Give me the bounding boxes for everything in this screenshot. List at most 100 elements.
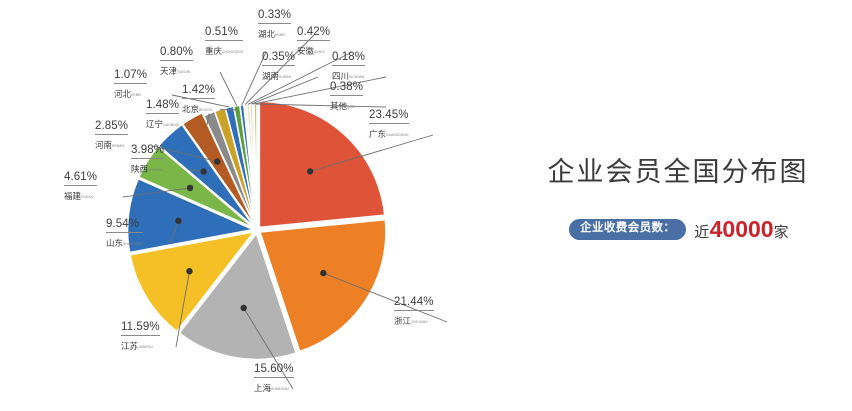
callout-name-row: 福建FUJIAN: [64, 184, 98, 204]
callout-percent: 0.33%: [258, 9, 292, 21]
callout-name-row: 上海SHANGHAI: [254, 376, 294, 396]
callout-name-row: 陕西SHAANXI: [131, 157, 165, 177]
callout-pinyin: SICHUAN: [349, 75, 365, 79]
callout-pinyin: TIANJIN: [177, 70, 191, 74]
callout-pinyin: HUBEI: [275, 33, 286, 37]
callout-pinyin: HUNAN: [279, 75, 292, 79]
callout-cn: 河北: [114, 89, 132, 99]
callout-name-row: 湖北HUBEI: [258, 22, 292, 42]
callout-cn: 其他: [330, 101, 348, 111]
callout-name-row: 天津TIANJIN: [160, 59, 194, 79]
callout-percent: 15.60%: [254, 363, 294, 375]
callout-name-row: 河南HENAN: [95, 133, 129, 153]
callout-cn: 北京: [182, 104, 200, 114]
callout-name-row: 辽宁LIAONING: [146, 112, 180, 132]
callout-pinyin: SHANGHAI: [271, 387, 289, 391]
stat-value: 近40000家: [694, 218, 789, 241]
callout-name-row: 浙江ZHEJIANG: [394, 309, 434, 329]
callout-name-row: 其他QITA: [330, 94, 364, 114]
callout-cn: 湖北: [258, 29, 276, 39]
callout-name-row: 河北HEBEI: [114, 82, 148, 102]
callout-pinyin: FUJIAN: [81, 195, 94, 199]
callout-shanghai: 15.60% 上海SHANGHAI: [254, 363, 294, 396]
callout-hunan: 0.35% 湖南HUNAN: [262, 51, 296, 84]
callout-liaoning: 1.48% 辽宁LIAONING: [146, 99, 180, 132]
callout-fujian: 4.61% 福建FUJIAN: [64, 171, 98, 204]
callout-percent: 0.51%: [205, 26, 239, 38]
callout-percent: 4.61%: [64, 171, 98, 183]
callout-tianjin: 0.80% 天津TIANJIN: [160, 46, 194, 79]
pie-slice[interactable]: [258, 100, 386, 229]
callout-percent: 23.45%: [369, 109, 409, 121]
pie-chart-area: 23.45% 广东GUANGDONG 21.44% 浙江ZHEJIANG 15.…: [0, 0, 500, 411]
callout-hubei: 0.33% 湖北HUBEI: [258, 9, 292, 42]
callout-pinyin: SHANDONG: [123, 242, 143, 246]
callout-name-row: 广东GUANGDONG: [369, 122, 409, 142]
callout-pinyin: LIAONING: [163, 123, 180, 127]
pie-slice[interactable]: [181, 111, 256, 228]
callout-pinyin: ZHEJIANG: [411, 320, 428, 324]
callout-name-row: 山东SHANDONG: [106, 231, 143, 251]
callout-cn: 四川: [332, 71, 350, 81]
callout-shandong: 9.54% 山东SHANDONG: [106, 218, 143, 251]
callout-jiangsu: 11.59% 江苏JIANGSU: [121, 321, 160, 354]
callout-cn: 上海: [254, 383, 272, 393]
callout-percent: 1.07%: [114, 69, 148, 81]
callout-name-row: 湖南HUNAN: [262, 64, 296, 84]
callout-chongqing: 0.51% 重庆CHONGQING: [205, 26, 244, 59]
callout-cn: 陕西: [131, 164, 149, 174]
callout-pinyin: HENAN: [112, 144, 124, 148]
callout-cn: 天津: [160, 66, 178, 76]
callout-henan: 2.85% 河南HENAN: [95, 120, 129, 153]
callout-anhui: 0.42% 安徽ANHUI: [297, 26, 331, 59]
callout-pinyin: JIANGSU: [138, 345, 153, 349]
callout-pinyin: SHAANXI: [148, 168, 164, 172]
pie-chart[interactable]: [0, 0, 500, 411]
callout-cn: 浙江: [394, 316, 412, 326]
callout-zhejiang: 21.44% 浙江ZHEJIANG: [394, 296, 434, 329]
stat-prefix: 近: [694, 224, 710, 241]
callout-hebei: 1.07% 河北HEBEI: [114, 69, 148, 102]
callout-percent: 3.98%: [131, 144, 165, 156]
stat-suffix: 家: [773, 224, 789, 241]
callout-shaanxi: 3.98% 陕西SHAANXI: [131, 144, 165, 177]
callout-pinyin: CHONGQING: [222, 50, 244, 54]
callout-percent: 0.80%: [160, 46, 194, 58]
status-badge: 企业收费会员数：: [569, 219, 687, 240]
callout-percent: 1.42%: [182, 84, 216, 96]
callout-pinyin: QITA: [347, 105, 355, 109]
stat-row: 企业收费会员数： 近40000家: [529, 218, 829, 241]
callout-sichuan: 0.18% 四川SICHUAN: [332, 51, 366, 84]
callout-percent: 0.35%: [262, 51, 296, 63]
pie-slice[interactable]: [129, 230, 256, 333]
callout-cn: 重庆: [205, 46, 223, 56]
callout-cn: 福建: [64, 191, 82, 201]
callout-cn: 江苏: [121, 341, 139, 351]
callout-percent: 2.85%: [95, 120, 129, 132]
callout-percent: 0.38%: [330, 81, 364, 93]
callout-pinyin: ANHUI: [314, 50, 325, 54]
callout-cn: 河南: [95, 140, 113, 150]
callout-name-row: 四川SICHUAN: [332, 64, 366, 84]
right-panel: 企业会员全国分布图 企业收费会员数： 近40000家: [500, 0, 852, 411]
callout-name-row: 江苏JIANGSU: [121, 334, 160, 354]
callout-guangdong: 23.45% 广东GUANGDONG: [369, 109, 409, 142]
callout-percent: 9.54%: [106, 218, 140, 230]
callout-pinyin: GUANGDONG: [386, 133, 409, 137]
callout-percent: 11.59%: [121, 321, 160, 333]
callout-name-row: 重庆CHONGQING: [205, 39, 244, 59]
callout-cn: 辽宁: [146, 119, 164, 129]
callout-name-row: 北京BEIJING: [182, 97, 216, 117]
callout-pinyin: BEIJING: [199, 108, 213, 112]
callout-qita: 0.38% 其他QITA: [330, 81, 364, 114]
stat-number: 40000: [709, 216, 774, 242]
callout-cn: 湖南: [262, 71, 280, 81]
page-title: 企业会员全国分布图: [547, 157, 809, 187]
callout-cn: 安徽: [297, 46, 315, 56]
callout-percent: 21.44%: [394, 296, 434, 308]
callout-percent: 0.18%: [332, 51, 366, 63]
callout-name-row: 安徽ANHUI: [297, 39, 331, 59]
callout-percent: 1.48%: [146, 99, 180, 111]
callout-cn: 广东: [369, 129, 387, 139]
